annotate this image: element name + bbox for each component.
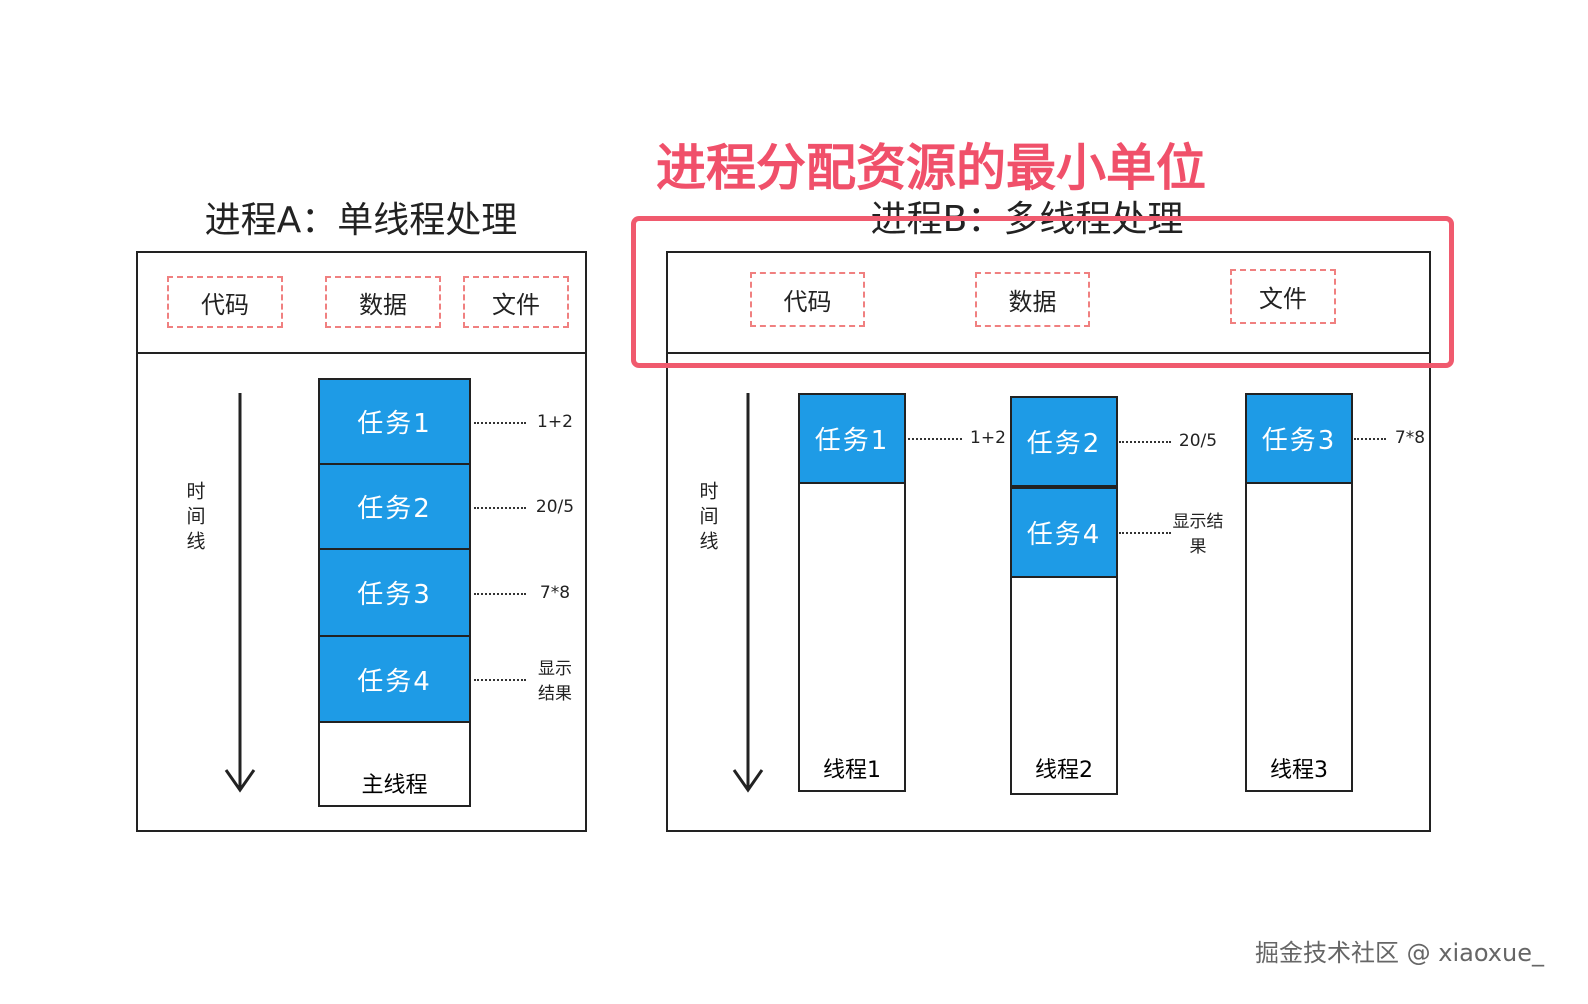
task-note: 7*8: [1394, 428, 1426, 448]
arrow-head: [732, 769, 764, 793]
task-note: 显示结果: [1172, 512, 1224, 557]
task: 任务3: [318, 548, 471, 637]
task: 任务1: [318, 378, 471, 465]
task: 任务4: [1010, 487, 1118, 578]
process-box: [666, 251, 1431, 832]
thread-label: 线程2: [1035, 758, 1093, 783]
task-note: 20/5: [1178, 431, 1218, 451]
process-box: [136, 251, 587, 832]
note-line: [1119, 441, 1171, 443]
divider: [136, 352, 587, 354]
note-line: [474, 679, 526, 681]
resource: 数据: [975, 272, 1090, 327]
resource: 数据: [325, 276, 441, 328]
timeline-label: 时间线: [183, 480, 206, 556]
task-note: 1+2: [970, 428, 1006, 448]
task-note: 20/5: [535, 496, 575, 517]
note-line: [474, 592, 526, 595]
thread-label: 主线程: [361, 773, 428, 798]
thread-label: 线程1: [823, 758, 881, 783]
resource: 文件: [463, 276, 569, 328]
note-line: [1354, 438, 1386, 440]
task-note: 显示结果: [538, 659, 572, 704]
note-line: [474, 421, 526, 424]
arrow-head: [224, 769, 256, 793]
task: 任务3: [1245, 393, 1353, 484]
task: 任务4: [318, 635, 471, 723]
resource: 文件: [1230, 269, 1336, 324]
annotation: 进程分配资源的最小单位: [656, 139, 1206, 197]
highlight-box: [631, 216, 1454, 368]
process-title: 进程A：单线程处理: [204, 200, 518, 241]
task: 任务2: [318, 463, 471, 550]
task: 任务2: [1010, 396, 1118, 487]
watermark: 掘金技术社区 @ xiaoxue_: [1255, 939, 1544, 967]
resource: 代码: [750, 272, 865, 327]
task: 任务1: [798, 393, 906, 484]
thread-label: 线程3: [1270, 758, 1328, 783]
task-note: 7*8: [539, 582, 571, 603]
note-line: [1119, 532, 1171, 534]
note-line: [908, 438, 962, 440]
divider: [666, 352, 1431, 354]
task-note: 1+2: [537, 411, 573, 432]
timeline-label: 时间线: [696, 480, 719, 556]
resource: 代码: [167, 276, 283, 328]
note-line: [474, 506, 526, 509]
